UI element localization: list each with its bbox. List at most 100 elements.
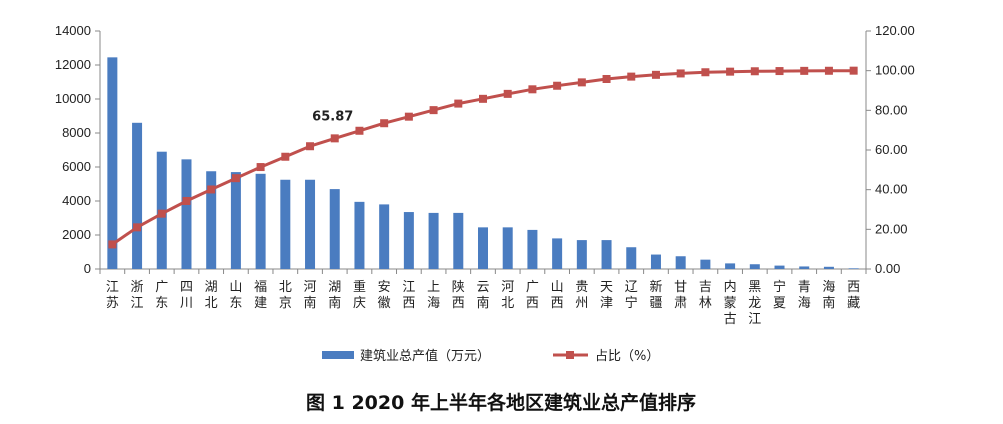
bar bbox=[552, 238, 563, 269]
chart-title: 图 1 2020 年上半年各地区建筑业总产值排序 bbox=[306, 391, 696, 414]
bar bbox=[478, 227, 488, 269]
bar bbox=[403, 212, 414, 269]
bar bbox=[700, 259, 711, 269]
category-label: 广西 bbox=[526, 280, 539, 311]
ratio-point bbox=[701, 68, 710, 77]
ratio-point bbox=[256, 163, 265, 172]
legend-line-label: 占比（%） bbox=[595, 349, 659, 364]
bar bbox=[354, 201, 365, 269]
ratio-point bbox=[800, 66, 809, 75]
ratio-point bbox=[380, 119, 389, 128]
left-tick-label: 12000 bbox=[55, 57, 91, 72]
bar bbox=[848, 268, 859, 269]
ratio-point bbox=[108, 240, 117, 249]
ratio-point bbox=[750, 67, 759, 76]
category-label: 湖北 bbox=[205, 280, 218, 311]
bar bbox=[453, 212, 464, 269]
bar bbox=[626, 247, 637, 269]
category-label: 四川 bbox=[180, 280, 193, 311]
bar bbox=[379, 204, 390, 269]
left-tick-label: 0 bbox=[84, 261, 91, 276]
bar bbox=[527, 229, 538, 269]
bar bbox=[107, 57, 118, 269]
legend-bar-swatch bbox=[322, 351, 354, 359]
ratio-point bbox=[651, 70, 660, 79]
category-label: 上海 bbox=[427, 280, 440, 311]
bar bbox=[601, 240, 612, 269]
axis-labels: 0 2000 4000 6000 8000 10000 12000 14000 0.00 20.0… bbox=[55, 23, 915, 327]
ratio-point bbox=[157, 209, 166, 218]
left-tick-label: 10000 bbox=[55, 91, 91, 106]
ratio-point bbox=[577, 78, 586, 87]
bar bbox=[799, 266, 810, 269]
ratio-point bbox=[602, 74, 611, 83]
bar bbox=[280, 179, 291, 269]
ratio-point bbox=[503, 89, 512, 98]
bar bbox=[774, 265, 785, 269]
ratio-point bbox=[824, 66, 833, 75]
ratio-point bbox=[281, 152, 290, 161]
ratio-point bbox=[231, 174, 240, 183]
legend-bar-label: 建筑业总产值（万元） bbox=[360, 348, 490, 364]
category-label: 福建 bbox=[254, 280, 267, 311]
legend-line-marker bbox=[566, 351, 574, 359]
right-tick-label: 40.00 bbox=[875, 182, 908, 197]
category-label: 广东 bbox=[155, 280, 168, 311]
ratio-point bbox=[454, 99, 463, 108]
category-label: 山东 bbox=[229, 280, 242, 311]
bar bbox=[255, 173, 266, 269]
bar bbox=[749, 264, 760, 269]
category-label: 辽宁 bbox=[625, 280, 638, 311]
legend: 建筑业总产值（万元） 占比（%） bbox=[322, 348, 659, 364]
annotation-label: 65.87 bbox=[312, 109, 353, 124]
category-label: 西藏 bbox=[847, 280, 860, 311]
bar bbox=[230, 172, 241, 269]
right-tick-label: 20.00 bbox=[875, 221, 908, 236]
ratio-point bbox=[676, 69, 685, 78]
category-label: 云南 bbox=[476, 280, 489, 311]
category-label: 天津 bbox=[600, 280, 613, 311]
bar bbox=[576, 240, 587, 269]
ratio-point bbox=[553, 81, 562, 90]
category-label: 新疆 bbox=[649, 279, 662, 311]
category-label: 甘肃 bbox=[674, 280, 687, 311]
category-label: 浙江 bbox=[131, 280, 144, 311]
right-tick-label: 60.00 bbox=[875, 142, 908, 157]
bar bbox=[428, 212, 439, 269]
category-label: 河南 bbox=[304, 280, 317, 311]
left-tick-label: 8000 bbox=[62, 125, 91, 140]
category-label: 贵州 bbox=[575, 280, 588, 311]
right-tick-label: 100.00 bbox=[875, 63, 915, 78]
left-tick-label: 4000 bbox=[62, 193, 91, 208]
bar bbox=[305, 179, 316, 269]
category-label: 吉林 bbox=[699, 280, 712, 311]
category-label: 内蒙古 bbox=[724, 279, 737, 327]
category-label: 海南 bbox=[822, 280, 835, 311]
ratio-point bbox=[775, 67, 784, 76]
bar bbox=[206, 171, 217, 269]
category-label: 河北 bbox=[501, 280, 514, 311]
bar bbox=[675, 256, 686, 269]
category-label: 重庆 bbox=[353, 279, 366, 311]
bar bbox=[823, 266, 834, 269]
left-tick-label: 6000 bbox=[62, 159, 91, 174]
ratio-point bbox=[355, 126, 364, 135]
ratio-point bbox=[207, 185, 216, 194]
right-tick-label: 0.00 bbox=[875, 261, 900, 276]
category-label: 宁夏 bbox=[773, 279, 786, 311]
right-tick-label: 80.00 bbox=[875, 102, 908, 117]
left-tick-label: 14000 bbox=[55, 23, 91, 38]
right-tick-label: 120.00 bbox=[875, 23, 915, 38]
ratio-line bbox=[108, 66, 858, 249]
bar bbox=[132, 122, 143, 269]
ratio-point bbox=[429, 106, 438, 115]
ratio-point bbox=[404, 112, 413, 121]
category-label: 北京 bbox=[279, 280, 292, 311]
category-label: 湖南 bbox=[328, 280, 341, 311]
ratio-point bbox=[479, 94, 487, 103]
category-label: 青海 bbox=[798, 280, 811, 311]
ratio-point bbox=[528, 85, 537, 94]
category-label: 江苏 bbox=[106, 280, 119, 311]
ratio-point bbox=[306, 142, 315, 151]
